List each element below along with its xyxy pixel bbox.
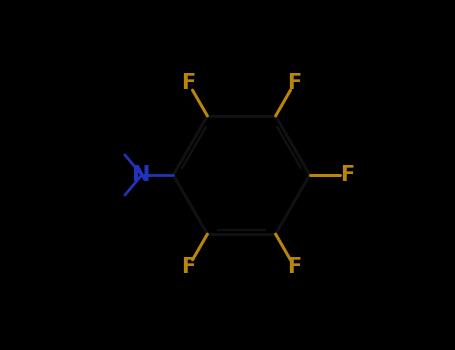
- Text: F: F: [182, 74, 196, 93]
- Text: F: F: [182, 257, 196, 276]
- Text: F: F: [287, 74, 302, 93]
- Text: F: F: [287, 257, 302, 276]
- Text: N: N: [132, 165, 151, 185]
- Text: F: F: [340, 165, 354, 185]
